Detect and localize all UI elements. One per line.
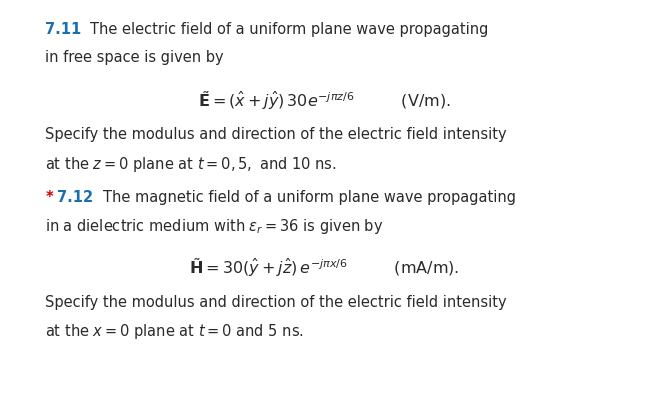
Text: in free space is given by: in free space is given by [45, 50, 224, 65]
Text: Specify the modulus and direction of the electric field intensity: Specify the modulus and direction of the… [45, 127, 507, 142]
Text: 7.11: 7.11 [45, 22, 82, 37]
Text: *: * [45, 190, 53, 205]
Text: at the $x = 0$ plane at $t = 0$ and 5 ns.: at the $x = 0$ plane at $t = 0$ and 5 ns… [45, 322, 304, 341]
Text: at the $z = 0$ plane at $t = 0, 5,$ and 10 ns.: at the $z = 0$ plane at $t = 0, 5,$ and … [45, 155, 337, 174]
Text: $\tilde{\mathbf{H}} = 30(\hat{y} + j\hat{z})\,e^{-j\pi x/6}$$\quad\quad\quad$(mA: $\tilde{\mathbf{H}} = 30(\hat{y} + j\hat… [190, 256, 459, 279]
Text: $\tilde{\mathbf{E}} = (\hat{x} + j\hat{y})\,30e^{-j\pi z/6}$$\quad\quad\quad$(V/: $\tilde{\mathbf{E}} = (\hat{x} + j\hat{y… [198, 89, 451, 112]
Text: in a dielectric medium with $\epsilon_r = 36$ is given by: in a dielectric medium with $\epsilon_r … [45, 217, 384, 236]
Text: The electric field of a uniform plane wave propagating: The electric field of a uniform plane wa… [90, 22, 488, 37]
Text: Specify the modulus and direction of the electric field intensity: Specify the modulus and direction of the… [45, 295, 507, 310]
Text: The magnetic field of a uniform plane wave propagating: The magnetic field of a uniform plane wa… [103, 190, 515, 205]
Text: 7.12: 7.12 [57, 190, 93, 205]
